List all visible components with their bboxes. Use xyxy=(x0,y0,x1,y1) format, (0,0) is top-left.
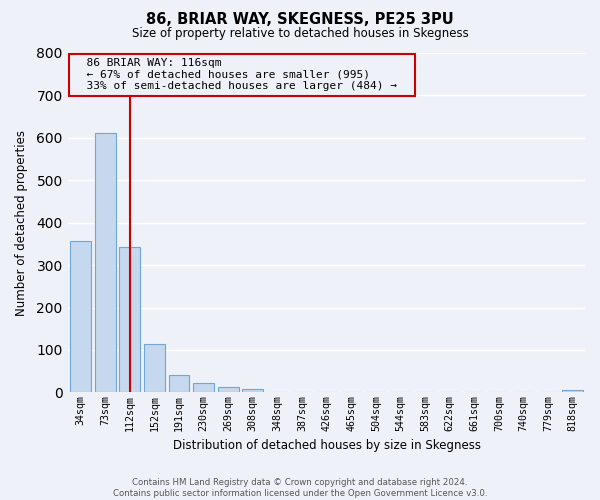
Bar xyxy=(193,383,214,392)
X-axis label: Distribution of detached houses by size in Skegness: Distribution of detached houses by size … xyxy=(173,440,481,452)
Y-axis label: Number of detached properties: Number of detached properties xyxy=(15,130,28,316)
Bar xyxy=(218,387,239,392)
Text: 86, BRIAR WAY, SKEGNESS, PE25 3PU: 86, BRIAR WAY, SKEGNESS, PE25 3PU xyxy=(146,12,454,28)
Text: Size of property relative to detached houses in Skegness: Size of property relative to detached ho… xyxy=(131,28,469,40)
Text: Contains HM Land Registry data © Crown copyright and database right 2024.
Contai: Contains HM Land Registry data © Crown c… xyxy=(113,478,487,498)
Bar xyxy=(70,241,91,392)
Bar xyxy=(95,133,116,392)
Bar xyxy=(169,376,190,392)
Bar xyxy=(562,390,583,392)
Bar xyxy=(144,344,165,393)
Text: 86 BRIAR WAY: 116sqm
  ← 67% of detached houses are smaller (995)
  33% of semi-: 86 BRIAR WAY: 116sqm ← 67% of detached h… xyxy=(73,58,411,92)
Bar xyxy=(119,247,140,392)
Bar xyxy=(242,390,263,392)
